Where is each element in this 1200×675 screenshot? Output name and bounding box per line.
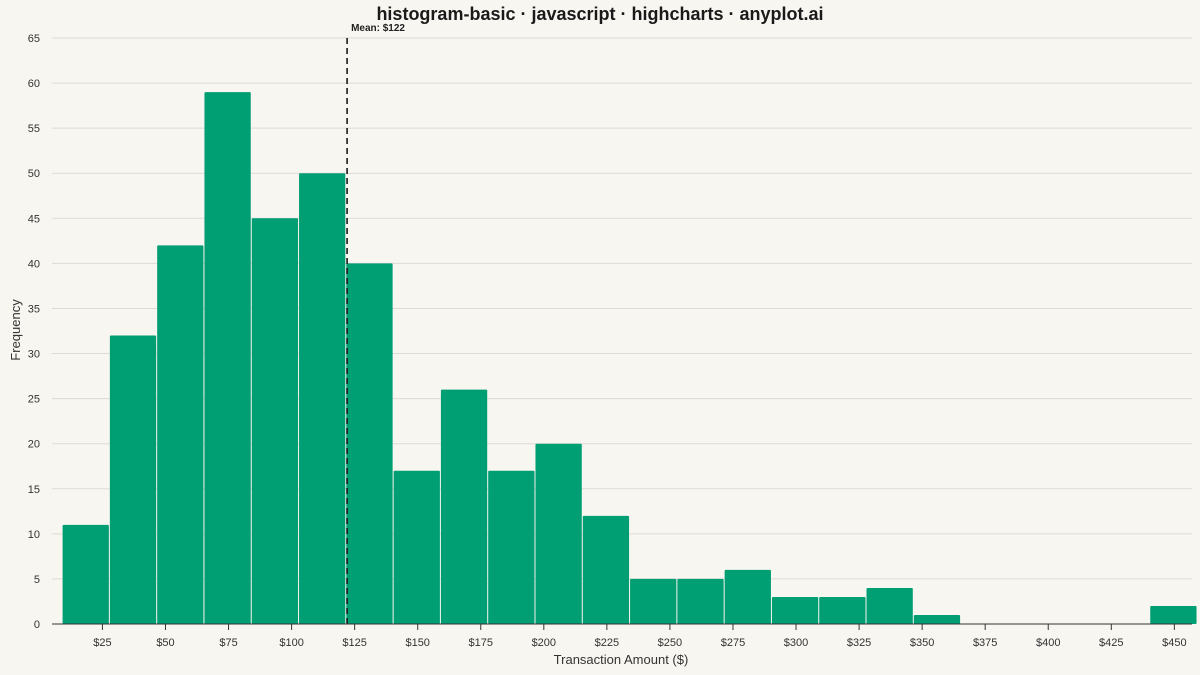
x-tick-label: $175 (469, 637, 493, 649)
x-tick-label: $125 (342, 637, 366, 649)
x-tick-label: $25 (93, 637, 111, 649)
histogram-bar (677, 578, 724, 624)
histogram-bar (157, 245, 204, 624)
y-tick-label: 0 (34, 619, 40, 631)
y-tick-label: 30 (28, 349, 40, 361)
y-tick-label: 25 (28, 394, 40, 406)
x-tick-label: $400 (1036, 637, 1060, 649)
histogram-bar (582, 515, 630, 624)
y-tick-label: 55 (28, 123, 40, 135)
x-tick-label: $200 (532, 637, 556, 649)
y-axis-title: Frequency (8, 299, 23, 361)
histogram-bar (251, 218, 299, 625)
x-tick-label: $450 (1162, 637, 1186, 649)
y-tick-label: 60 (28, 78, 40, 90)
histogram-bar (488, 470, 535, 624)
histogram-bar (440, 389, 488, 624)
histogram-bar (62, 524, 109, 624)
y-tick-label: 35 (28, 303, 40, 315)
y-tick-label: 10 (28, 529, 40, 541)
histogram-bar (204, 92, 251, 625)
bars (62, 92, 1197, 625)
y-tick-label: 50 (28, 168, 40, 180)
histogram-bar (299, 173, 346, 624)
x-tick-label: $100 (279, 637, 303, 649)
histogram-bar (819, 596, 866, 624)
histogram-bar (724, 569, 771, 624)
x-tick-label: $150 (405, 637, 429, 649)
histogram-bar (535, 443, 582, 624)
histogram-bar (913, 614, 961, 624)
x-tick-label: $425 (1099, 637, 1123, 649)
histogram-bar (346, 263, 393, 624)
x-axis: $25 $50 $75 $100 $125 $150 $175 $200 $225 $250 $27… (52, 623, 1192, 649)
histogram-bar (771, 596, 819, 624)
x-tick-label: $75 (219, 637, 237, 649)
chart-title: histogram-basic · javascript · highchart… (376, 4, 823, 24)
x-tick-label: $50 (156, 637, 174, 649)
y-axis-ticks: 0 5 10 15 20 25 30 35 40 45 50 55 60 65 (28, 33, 40, 631)
x-tick-label: $275 (721, 637, 745, 649)
x-tick-label: $325 (847, 637, 871, 649)
histogram-bar (109, 335, 157, 624)
histogram-bar (1150, 605, 1197, 624)
y-tick-label: 65 (28, 33, 40, 45)
mean-marker: Mean: $122 (346, 23, 405, 624)
x-tick-label: $250 (658, 637, 682, 649)
y-tick-label: 45 (28, 213, 40, 225)
x-tick-label: $225 (595, 637, 619, 649)
histogram-bar (866, 587, 913, 624)
histogram-bar (393, 470, 440, 624)
y-tick-label: 40 (28, 258, 40, 270)
x-axis-title: Transaction Amount ($) (554, 652, 689, 667)
x-tick-label: $350 (910, 637, 934, 649)
x-tick-label: $300 (784, 637, 808, 649)
y-tick-label: 15 (28, 484, 40, 496)
mean-label: Mean: $122 (351, 23, 405, 34)
x-tick-label: $375 (973, 637, 997, 649)
y-tick-label: 5 (34, 574, 40, 586)
y-tick-label: 20 (28, 439, 40, 451)
histogram-bar (630, 578, 677, 624)
